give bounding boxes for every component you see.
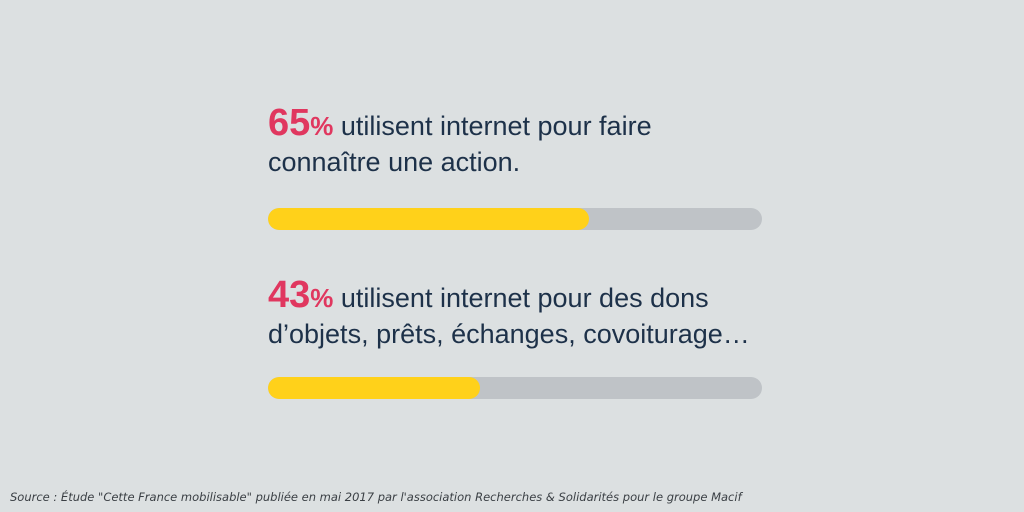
progress-bar-1-fill [268,208,590,230]
stat-2-line1: utilisent internet pour des dons [333,283,709,313]
progress-bar-2-track [268,377,762,399]
stat-1-line2: connaître une action. [268,147,521,177]
stat-1-percent-sign: % [310,111,334,141]
stat-block-1: 65% utilisent internet pour faire connaî… [268,102,828,180]
stat-2-number: 43 [268,274,311,316]
stat-block-2: 43% utilisent internet pour des dons d’o… [268,274,828,352]
progress-bar-1-track [268,208,762,230]
source-caption: Source : Étude "Cette France mobilisable… [10,490,742,504]
stat-2-line2: d’objets, prêts, échanges, covoiturage… [268,319,750,349]
progress-bar-2-fill [268,377,481,399]
stat-2-text: 43% utilisent internet pour des dons d’o… [268,274,828,352]
stat-1-number: 65 [268,102,311,144]
stat-1-line1: utilisent internet pour faire [333,111,652,141]
stat-1-text: 65% utilisent internet pour faire connaî… [268,102,828,180]
stat-2-percent-sign: % [310,283,334,313]
